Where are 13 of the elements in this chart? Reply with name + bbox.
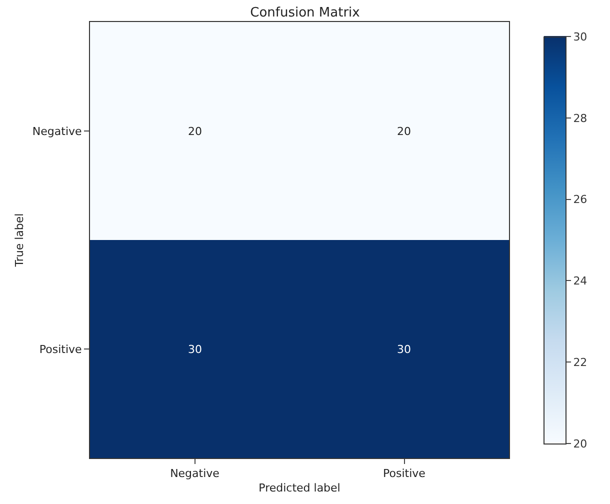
- data-label: 20: [397, 125, 411, 138]
- data-label: 20: [188, 125, 202, 138]
- color-bar-label: 26: [573, 193, 588, 206]
- chart-title: Confusion Matrix: [250, 6, 360, 21]
- data-label: 30: [397, 343, 411, 356]
- y-axis-title: True label: [13, 213, 26, 268]
- color-bar-label: 22: [573, 356, 588, 369]
- color-bar-label: 20: [573, 437, 588, 450]
- color-bar-label: 24: [573, 274, 588, 288]
- color-bar-label: 30: [573, 30, 588, 44]
- data-label: 30: [188, 343, 202, 356]
- x-axis-title: Predicted label: [258, 481, 340, 494]
- color-bar-label: 28: [573, 112, 588, 125]
